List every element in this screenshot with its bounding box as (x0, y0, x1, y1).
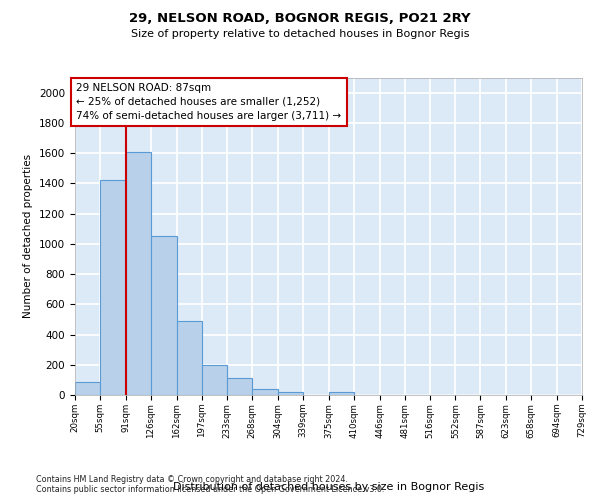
Bar (75, 382, 100, 395)
Text: 29 NELSON ROAD: 87sqm
← 25% of detached houses are smaller (1,252)
74% of semi-d: 29 NELSON ROAD: 87sqm ← 25% of detached … (76, 83, 341, 121)
Bar (100, 180, 126, 395)
Bar (176, 321, 202, 395)
Bar (151, 236, 176, 395)
Y-axis label: Number of detached properties: Number of detached properties (23, 154, 34, 318)
Text: Contains HM Land Registry data © Crown copyright and database right 2024.
Contai: Contains HM Land Registry data © Crown c… (36, 474, 385, 494)
Bar (278, 392, 303, 395)
Bar (202, 365, 227, 395)
Text: Size of property relative to detached houses in Bognor Regis: Size of property relative to detached ho… (131, 29, 469, 39)
Text: 29, NELSON ROAD, BOGNOR REGIS, PO21 2RY: 29, NELSON ROAD, BOGNOR REGIS, PO21 2RY (129, 12, 471, 26)
X-axis label: Distribution of detached houses by size in Bognor Regis: Distribution of detached houses by size … (173, 482, 484, 492)
Bar (126, 152, 151, 395)
Bar (329, 392, 354, 395)
Bar (227, 378, 253, 395)
Bar (253, 389, 278, 395)
